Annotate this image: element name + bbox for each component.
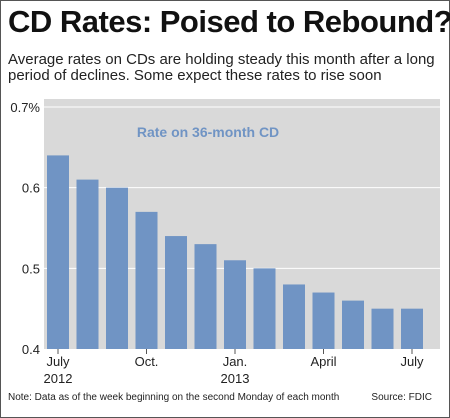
source-credit: Source: FDIC <box>371 392 432 403</box>
x-tick-label: Jan. <box>223 354 248 369</box>
y-tick-label: 0.5 <box>22 261 40 276</box>
bar <box>312 292 335 349</box>
chart-subtitle: Average rates on CDs are holding steady … <box>8 51 435 84</box>
bar <box>47 155 69 349</box>
chart-title: CD Rates: Poised to Rebound? <box>8 4 450 39</box>
bar <box>135 211 158 349</box>
bar <box>165 236 187 349</box>
footnote: Note: Data as of the week beginning on t… <box>8 392 340 403</box>
bar <box>401 308 423 349</box>
bar <box>106 187 128 349</box>
bar <box>371 308 394 349</box>
y-tick-label: 0.6 <box>22 181 40 196</box>
bar <box>194 244 217 349</box>
bar <box>224 260 246 349</box>
bar <box>76 179 99 349</box>
bar <box>283 284 305 349</box>
bar <box>253 268 276 349</box>
x-tick-label-year: 2012 <box>44 371 73 386</box>
x-tick-label-year: 2013 <box>221 371 250 386</box>
x-tick-label: July <box>46 354 70 369</box>
series-label: Rate on 36-month CD <box>137 124 279 140</box>
bar <box>342 300 364 349</box>
x-tick-label: Oct. <box>135 354 159 369</box>
y-tick-label: 0.7% <box>10 100 40 115</box>
x-tick-label: July <box>400 354 424 369</box>
x-tick-label: April <box>310 354 336 369</box>
y-tick-label: 0.4 <box>22 342 40 357</box>
